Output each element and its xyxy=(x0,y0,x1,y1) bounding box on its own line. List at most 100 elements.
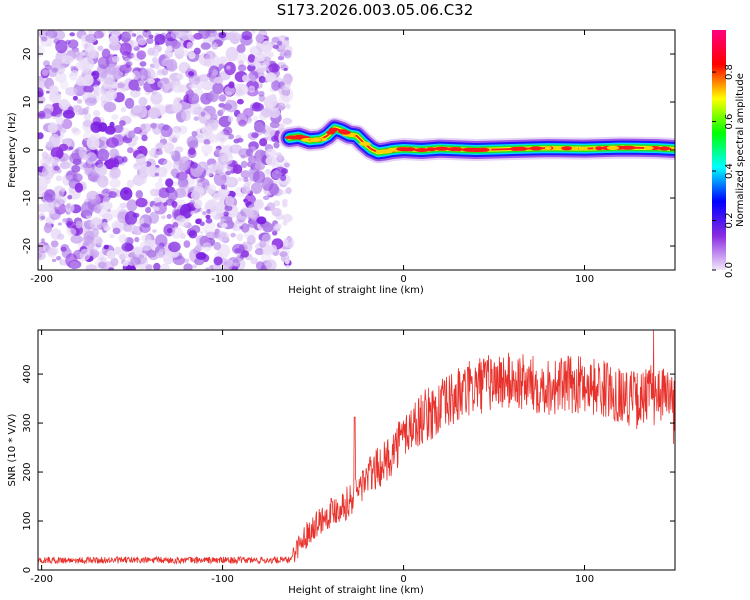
noise-blob xyxy=(273,166,287,177)
noise-blob xyxy=(50,156,60,165)
noise-blob xyxy=(96,203,104,210)
noise-blob xyxy=(183,263,193,270)
noise-blob xyxy=(122,260,129,267)
noise-blob xyxy=(274,223,282,230)
noise-blob xyxy=(149,188,160,197)
y-tick-label: -20 xyxy=(22,238,33,254)
noise-blob xyxy=(178,156,192,171)
noise-blob xyxy=(100,256,107,262)
noise-blob xyxy=(108,267,114,270)
noise-blob xyxy=(236,44,246,54)
noise-blob xyxy=(135,153,146,166)
y-tick-label: 0 xyxy=(22,147,33,153)
noise-blob xyxy=(93,30,104,39)
noise-blob xyxy=(110,167,121,179)
noise-blob xyxy=(170,40,181,49)
noise-blob xyxy=(238,119,247,127)
noise-blob xyxy=(206,200,216,208)
noise-blob xyxy=(38,45,45,58)
noise-blob xyxy=(72,128,81,136)
noise-blob xyxy=(216,222,224,228)
noise-blob xyxy=(250,30,256,34)
noise-blob xyxy=(97,30,105,38)
noise-blob xyxy=(221,153,234,165)
noise-blob xyxy=(119,120,126,127)
noise-blob xyxy=(245,148,254,157)
noise-blob xyxy=(283,49,292,59)
spectrogram-x-label: Height of straight line (km) xyxy=(288,285,424,296)
noise-blob xyxy=(153,196,162,203)
snr-y-ticks: 0 100 200 300 400 xyxy=(22,365,675,573)
page-title: S173.2026.003.05.06.C32 xyxy=(276,1,474,19)
noise-blob xyxy=(248,85,256,93)
noise-blob xyxy=(235,52,248,63)
noise-blob xyxy=(190,190,201,201)
noise-blob xyxy=(112,227,121,235)
noise-blob xyxy=(75,220,83,229)
noise-blob xyxy=(52,108,63,118)
noise-blob xyxy=(278,94,290,107)
y-tick-label: 0 xyxy=(22,567,33,573)
noise-blob xyxy=(212,43,219,48)
noise-blob xyxy=(242,74,249,82)
noise-blob xyxy=(86,136,100,151)
noise-blob xyxy=(79,248,91,261)
noise-blob xyxy=(100,249,105,253)
noise-blob xyxy=(239,225,244,230)
noise-blob xyxy=(145,263,154,270)
noise-blob xyxy=(262,222,274,233)
noise-blob xyxy=(243,177,249,183)
noise-blob xyxy=(172,255,186,266)
noise-blob xyxy=(282,84,291,91)
ridge-hotspot xyxy=(401,147,416,152)
noise-blob xyxy=(224,205,233,212)
noise-blob xyxy=(45,90,50,94)
noise-blob xyxy=(195,252,207,260)
noise-blob xyxy=(38,132,44,140)
noise-blob xyxy=(265,94,278,108)
noise-blob xyxy=(72,158,82,166)
noise-blob xyxy=(160,125,173,138)
ridge-hotspot xyxy=(509,146,522,151)
noise-blob xyxy=(68,73,73,77)
noise-blob xyxy=(223,126,233,136)
noise-blob xyxy=(119,64,132,74)
noise-blob xyxy=(128,79,139,91)
noise-blob xyxy=(105,211,110,215)
noise-blob xyxy=(250,158,262,170)
noise-blob xyxy=(183,240,191,248)
noise-blob xyxy=(150,91,163,105)
noise-blob xyxy=(167,143,175,150)
noise-blob xyxy=(167,189,178,201)
noise-blob xyxy=(260,67,266,72)
noise-blob xyxy=(163,169,168,174)
noise-blob xyxy=(83,74,94,87)
noise-blob xyxy=(157,68,163,75)
noise-blob xyxy=(81,201,94,217)
noise-blob xyxy=(243,198,248,203)
noise-blob xyxy=(55,117,64,125)
noise-blob xyxy=(53,134,58,139)
noise-blob xyxy=(85,106,90,111)
noise-blob xyxy=(103,101,117,113)
noise-blob xyxy=(178,125,188,135)
noise-blob xyxy=(166,45,173,52)
y-tick-label: 100 xyxy=(22,511,33,530)
noise-blob xyxy=(277,55,285,61)
noise-blob xyxy=(253,57,262,63)
noise-blob xyxy=(202,242,212,252)
noise-blob xyxy=(143,239,154,247)
noise-blob xyxy=(279,251,288,258)
noise-blob xyxy=(161,215,166,220)
noise-blob xyxy=(93,30,107,38)
noise-blob xyxy=(95,237,104,246)
noise-blob xyxy=(147,78,155,84)
x-tick-label: -100 xyxy=(211,574,234,585)
noise-blob xyxy=(236,113,248,126)
noise-blob xyxy=(119,202,128,209)
noise-blob xyxy=(96,148,110,162)
y-tick-label: 200 xyxy=(22,462,33,481)
noise-blob xyxy=(85,33,97,44)
colorbar-label: Normalized spectral amplitude xyxy=(735,73,746,227)
